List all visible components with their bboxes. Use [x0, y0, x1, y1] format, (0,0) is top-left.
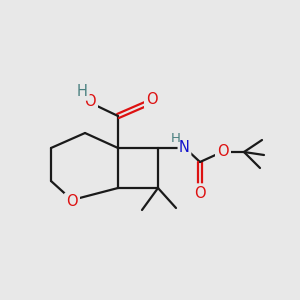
Text: O: O — [146, 92, 158, 107]
Text: O: O — [217, 145, 229, 160]
Text: N: N — [179, 140, 190, 155]
Text: H: H — [171, 131, 181, 145]
Text: O: O — [194, 185, 206, 200]
Text: O: O — [66, 194, 78, 209]
Text: H: H — [76, 83, 87, 98]
Text: O: O — [84, 94, 96, 110]
